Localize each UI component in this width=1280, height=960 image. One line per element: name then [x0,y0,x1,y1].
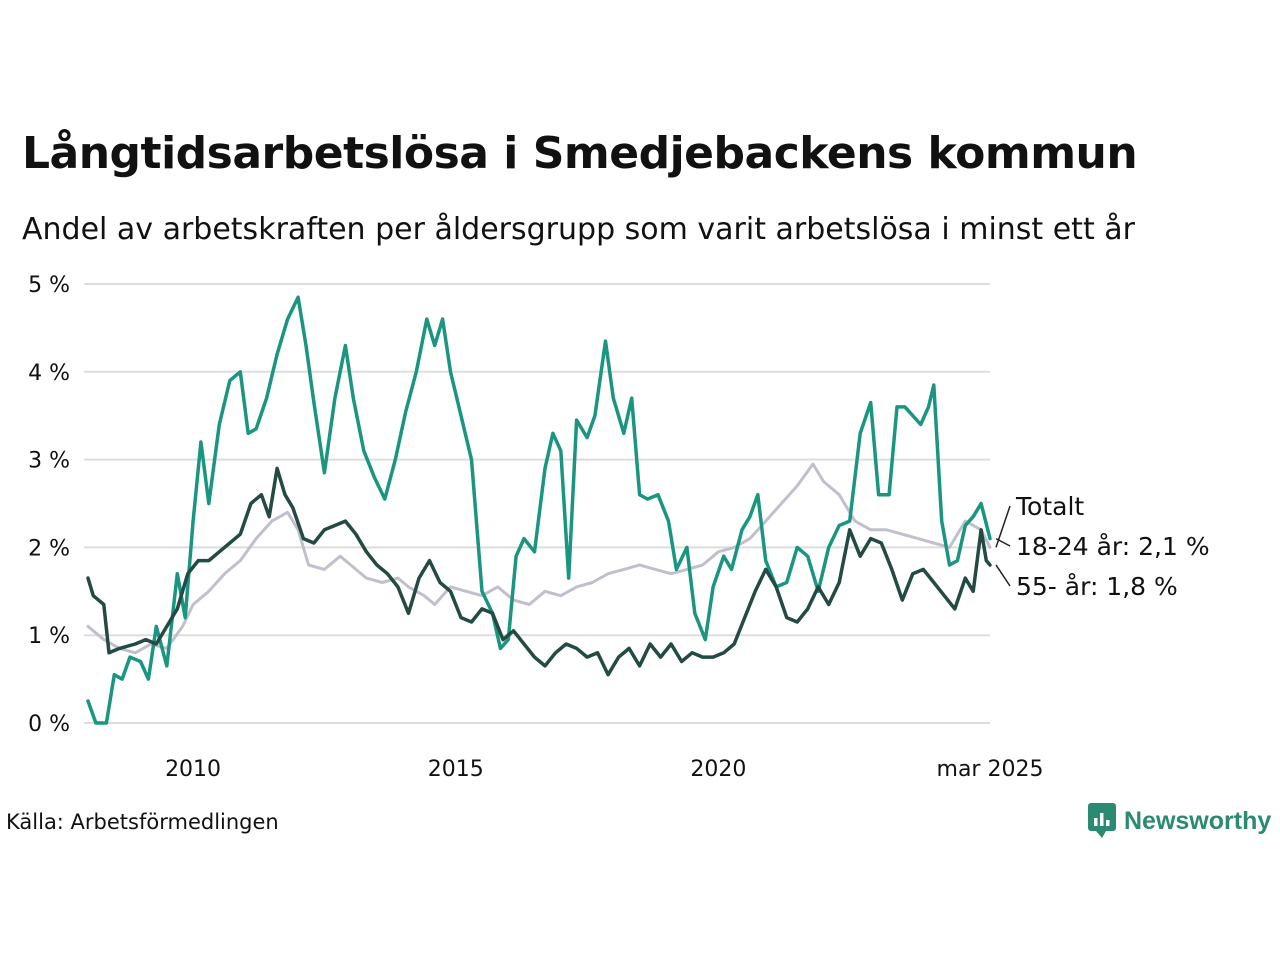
source-note: Källa: Arbetsförmedlingen [6,810,279,834]
y-tick-label: 5 % [28,273,70,298]
newsworthy-logo-icon [1088,803,1116,838]
y-tick-label: 4 % [28,361,70,386]
chart-title: Långtidsarbetslösa i Smedjebackens kommu… [22,128,1138,179]
leader-line [995,564,1011,587]
leader-line [995,537,1011,547]
x-tick-label: 2015 [428,757,484,782]
series-end-label: Totalt [1015,492,1084,521]
series-lines [86,295,992,725]
series-end-label: 18-24 år: 2,1 % [1016,532,1210,561]
x-tick-label: mar 2025 [937,757,1044,782]
y-tick-label: 3 % [28,449,70,474]
series-line-totalt [86,462,992,655]
gridlines [84,283,990,724]
series-end-label: 55- år: 1,8 % [1016,572,1178,601]
y-tick-label: 0 % [28,712,70,737]
series-line-18-24-r [86,295,992,725]
y-tick-label: 1 % [28,624,70,649]
y-axis-tick-labels: 0 % 1 % 2 % 3 % 4 % 5 % [28,273,70,737]
chart-subtitle: Andel av arbetskraften per åldersgrupp s… [22,212,1135,247]
x-tick-label: 2020 [690,757,746,782]
leader-line [995,505,1011,548]
series-end-labels: Totalt 18-24 år: 2,1 % 55- år: 1,8 % [995,492,1210,601]
series-line-55-r [86,466,992,677]
y-tick-label: 2 % [28,536,70,561]
brand-logo: Newsworthy [1088,803,1271,839]
x-axis-tick-labels: 2010 2015 2020 mar 2025 [165,757,1043,782]
x-tick-label: 2010 [165,757,221,782]
brand-name: Newsworthy [1124,806,1272,835]
